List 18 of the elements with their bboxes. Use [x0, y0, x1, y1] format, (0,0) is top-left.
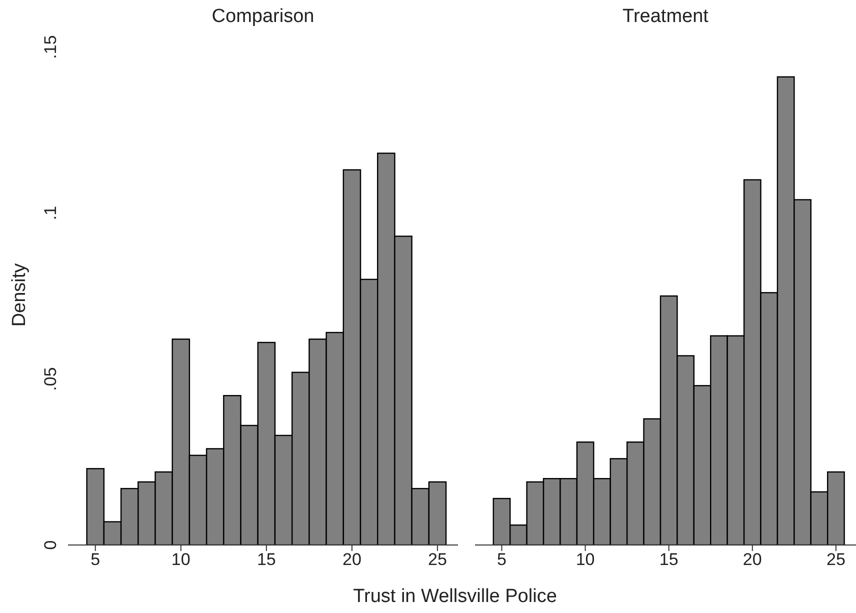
chart-title: Comparison	[210, 6, 316, 28]
y-tick-label: .15	[41, 35, 60, 59]
x-tick-label: 15	[659, 550, 678, 570]
x-tick-label: 20	[342, 550, 362, 570]
y-tick-label: 0	[41, 540, 60, 550]
y-tick-label: .05	[41, 367, 60, 391]
x-tick-label: 5	[90, 550, 100, 570]
chart-title: Treatment	[622, 6, 710, 28]
x-tick-label: 25	[428, 550, 447, 570]
x-tick-label: 10	[576, 550, 595, 570]
x-tick-label: 20	[742, 550, 762, 570]
x-tick-label: 25	[826, 550, 846, 570]
y-tick-label: .1	[41, 206, 60, 220]
x-axis-title: Trust in Wellsville Police	[352, 586, 558, 608]
x-tick-label: 15	[256, 550, 276, 570]
x-tick-label: 10	[171, 550, 190, 570]
y-axis-title: Density	[9, 263, 31, 327]
x-tick-label: 5	[497, 550, 506, 570]
